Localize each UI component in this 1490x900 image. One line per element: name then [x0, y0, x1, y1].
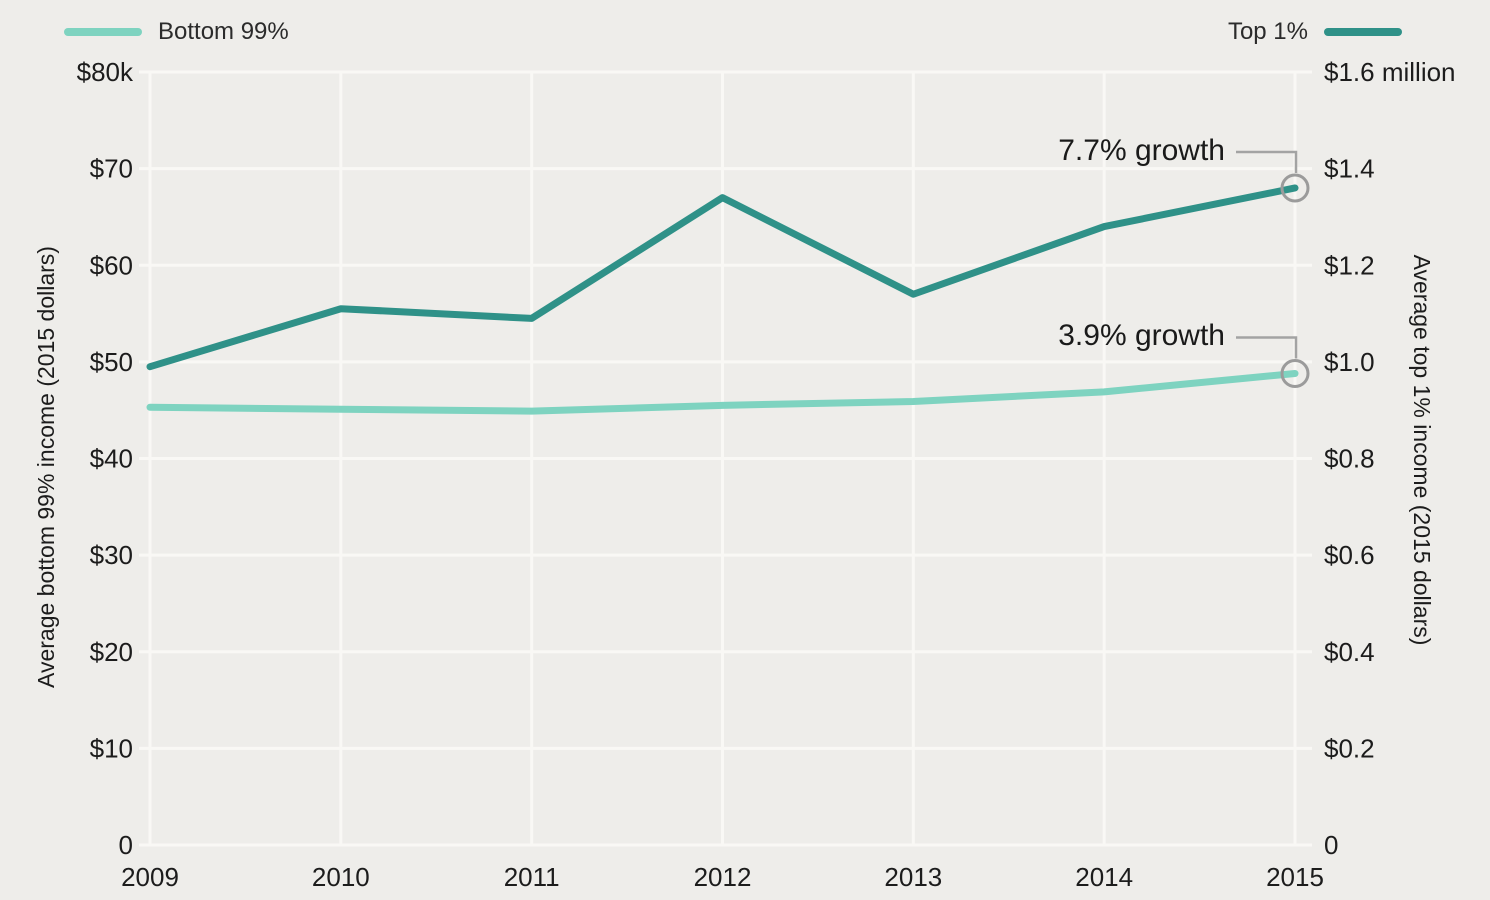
left-axis-tick-label: $50	[90, 347, 133, 377]
annotation-top1-growth: 7.7% growth	[1058, 133, 1225, 167]
x-axis-tick-label: 2010	[312, 862, 370, 892]
left-axis-tick-label: $10	[90, 733, 133, 763]
legend-item-bottom99: Bottom 99%	[64, 16, 289, 48]
x-axis-tick-label: 2015	[1266, 862, 1324, 892]
top1-line-swatch	[1324, 28, 1402, 36]
legend-label-top1: Top 1%	[1227, 18, 1308, 45]
left-axis-tick-label: $30	[90, 540, 133, 570]
right-axis-tick-label: 0	[1324, 830, 1338, 860]
right-axis-title: Average top 1% income (2015 dollars)	[1409, 254, 1435, 646]
legend-item-top1: Top 1%	[1228, 16, 1402, 48]
left-axis-tick-label: $60	[90, 250, 133, 280]
right-axis-tick-label: $0.8	[1324, 444, 1375, 474]
bottom99-line-swatch	[64, 28, 142, 36]
left-axis-title: Average bottom 99% income (2015 dollars)	[33, 246, 59, 688]
x-axis-tick-label: 2011	[504, 862, 560, 892]
x-axis-tick-label: 2012	[694, 862, 752, 892]
annotation-connector	[1236, 150, 1298, 173]
left-axis-tick-label: $80k	[77, 57, 134, 87]
right-axis-tick-label: $0.4	[1324, 637, 1375, 667]
right-axis-tick-label: $1.0	[1324, 347, 1375, 377]
bottom99-endpoint-marker	[1280, 358, 1310, 388]
left-axis-tick-label: $20	[90, 637, 133, 667]
right-axis-tick-label: $0.6	[1324, 540, 1375, 570]
x-axis-tick-label: 2013	[884, 862, 942, 892]
left-axis-tick-label: 0	[119, 830, 133, 860]
x-axis-tick-label: 2014	[1075, 862, 1133, 892]
right-axis-tick-label: $0.2	[1324, 733, 1375, 763]
annotation-connector	[1236, 336, 1298, 359]
top1-endpoint-marker	[1280, 173, 1310, 203]
top1-line	[146, 184, 1299, 371]
left-axis-tick-label: $40	[90, 444, 133, 474]
annotation-bottom99-growth: 3.9% growth	[1058, 319, 1225, 353]
x-axis-tick-label: 2009	[121, 862, 179, 892]
bottom99-line	[146, 369, 1299, 415]
right-axis-tick-label: $1.2	[1324, 250, 1375, 280]
right-axis-tick-label: $1.4	[1324, 154, 1375, 184]
left-axis-tick-label: $70	[90, 154, 133, 184]
legend-label-bottom99: Bottom 99%	[158, 18, 289, 45]
right-axis-tick-label: $1.6 million	[1324, 57, 1456, 87]
